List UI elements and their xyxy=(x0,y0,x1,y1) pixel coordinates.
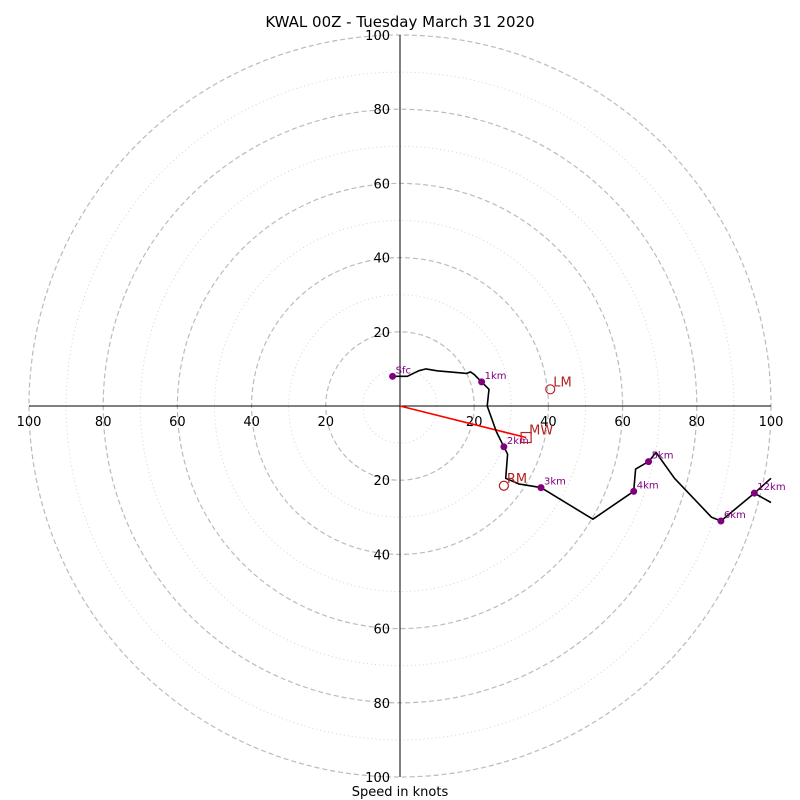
height-marker-1km xyxy=(478,378,486,386)
y-tick-label-neg-40: 40 xyxy=(373,548,390,563)
y-tick-label-pos-20: 20 xyxy=(373,326,390,341)
height-marker-12km xyxy=(750,489,758,497)
height-marker-3km xyxy=(537,484,545,492)
x-tick-label-neg-60: 60 xyxy=(169,415,186,430)
height-marker-label-1km: 1km xyxy=(485,371,507,382)
x-tick-label-neg-40: 40 xyxy=(243,415,260,430)
y-tick-label-neg-100: 100 xyxy=(365,771,390,786)
x-tick-label-neg-80: 80 xyxy=(95,415,112,430)
height-marker-5km xyxy=(645,458,653,466)
height-markers: Sfc 1km 2km 3km 4km 5km 6km 12km xyxy=(389,365,786,525)
y-tick-label-pos-100: 100 xyxy=(365,29,390,44)
storm-marker-rm xyxy=(498,480,509,491)
height-marker-6km xyxy=(717,517,725,525)
x-tick-label-neg-20: 20 xyxy=(318,415,335,430)
height-marker-label-sfc: Sfc xyxy=(396,365,411,376)
x-tick-label-pos-60: 60 xyxy=(614,415,631,430)
hodograph-line xyxy=(392,368,772,522)
storm-marker-label-rm: RM xyxy=(507,472,527,487)
height-marker-4km xyxy=(630,487,638,495)
y-tick-label-pos-60: 60 xyxy=(373,177,390,192)
chart-title: KWAL 00Z - Tuesday March 31 2020 xyxy=(265,13,534,31)
storm-marker-label-mw: MW xyxy=(529,424,553,439)
x-tick-label-pos-100: 100 xyxy=(759,415,784,430)
shear-vector xyxy=(399,405,527,439)
height-marker-2km xyxy=(500,443,508,451)
x-tick-label-pos-40: 40 xyxy=(540,415,557,430)
height-marker-label-3km: 3km xyxy=(544,477,566,488)
storm-marker-mw xyxy=(520,431,532,444)
hodograph-trace xyxy=(392,368,772,522)
x-tick-label-neg-100: 100 xyxy=(17,415,42,430)
height-marker-label-6km: 6km xyxy=(724,510,746,521)
storm-marker-label-lm: LM xyxy=(553,375,571,390)
y-tick-label-pos-40: 40 xyxy=(373,252,390,267)
y-tick-label-pos-80: 80 xyxy=(373,103,390,118)
height-marker-label-12km: 12km xyxy=(757,482,785,493)
x-axis-label: Speed in knots xyxy=(352,785,449,800)
height-marker-label-4km: 4km xyxy=(637,480,659,491)
shear-vector-line xyxy=(399,405,527,439)
height-marker-sfc xyxy=(389,372,397,380)
x-tick-label-pos-80: 80 xyxy=(689,415,706,430)
height-marker-label-5km: 5km xyxy=(652,451,674,462)
storm-motion-markers: LM RM MW xyxy=(498,375,572,491)
y-tick-label-neg-20: 20 xyxy=(373,474,390,489)
y-tick-label-neg-80: 80 xyxy=(373,697,390,712)
y-tick-label-neg-60: 60 xyxy=(373,623,390,638)
height-marker-label-2km: 2km xyxy=(507,436,529,447)
storm-marker-lm xyxy=(545,384,556,395)
